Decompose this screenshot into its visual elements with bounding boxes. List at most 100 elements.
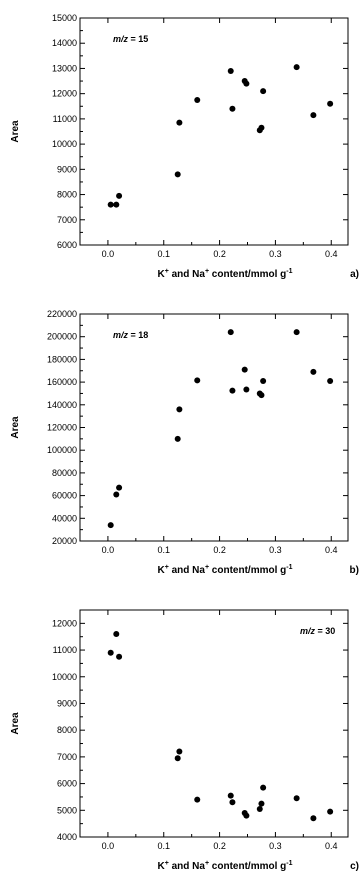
data-point-b (327, 377, 334, 384)
y-tick-label-b: 120000 (47, 423, 77, 433)
data-point-b (310, 368, 317, 375)
x-tick-label-c: 0.2 (213, 841, 226, 851)
y-tick-label-b: 60000 (52, 491, 77, 501)
data-point-b (107, 522, 114, 529)
x-tick-label-b: 0.0 (102, 545, 115, 555)
y-tick-label-a: 8000 (57, 190, 77, 200)
y-tick-label-b: 80000 (52, 468, 77, 478)
x-tick-label-c: 0.1 (157, 841, 170, 851)
data-point-b (174, 435, 181, 442)
data-point-c (176, 748, 183, 755)
panel-label-a: a) (350, 269, 359, 280)
x-tick-label-a: 0.1 (157, 249, 170, 259)
y-tick-label-b: 200000 (47, 332, 77, 342)
y-tick-label-a: 13000 (52, 63, 77, 73)
data-point-a (293, 64, 300, 71)
y-tick-label-b: 180000 (47, 354, 77, 364)
scatter-panel-c: 4000 5000 6000 7000 8000 9000 10000 11000 12000 0… (10, 609, 359, 872)
data-point-c (310, 815, 317, 822)
mz-annotation-c: m/z = 30 (300, 626, 335, 636)
y-tick-label-b: 140000 (47, 400, 77, 410)
y-tick-label-a: 7000 (57, 215, 77, 225)
panel-label-b: b) (350, 565, 359, 576)
data-point-a (229, 105, 236, 112)
y-tick-label-c: 5000 (57, 805, 77, 815)
data-point-b (116, 484, 123, 491)
y-tick-label-c: 10000 (52, 672, 77, 682)
plot-frame-c (79, 609, 349, 838)
y-tick-label-c: 8000 (57, 725, 77, 735)
y-tick-label-a: 9000 (57, 164, 77, 174)
data-point-a (310, 112, 317, 119)
data-point-a (243, 80, 250, 87)
y-tick-label-c: 9000 (57, 698, 77, 708)
data-point-b (241, 366, 248, 373)
y-tick-label-b: 100000 (47, 445, 77, 455)
plot-frame-a (79, 17, 349, 246)
data-point-c (293, 795, 300, 802)
plot-frame-b (79, 313, 349, 542)
data-point-b (229, 387, 236, 394)
y-tick-label-a: 11000 (53, 114, 77, 124)
data-point-b (258, 392, 265, 399)
data-point-a (327, 100, 334, 107)
x-tick-label-b: 0.2 (213, 545, 226, 555)
scatter-panel-b: 20000 40000 60000 80000 100000 120000 140000 16… (10, 309, 359, 576)
data-point-a (258, 124, 265, 131)
data-point-c (194, 796, 201, 803)
y-tick-label-b: 220000 (47, 309, 77, 319)
data-point-a (116, 192, 123, 199)
y-axis-label-c: Area (10, 712, 21, 735)
data-point-b (113, 491, 120, 498)
data-point-c (229, 799, 236, 806)
y-tick-label-a: 12000 (52, 89, 77, 99)
data-point-a (227, 67, 234, 74)
data-point-a (113, 201, 120, 208)
y-tick-label-c: 11000 (53, 645, 77, 655)
mz-annotation-a: m/z = 15 (113, 34, 148, 44)
data-point-b (227, 329, 234, 336)
data-point-a (194, 96, 201, 103)
y-tick-label-c: 7000 (57, 752, 77, 762)
y-tick-label-c: 4000 (57, 832, 77, 842)
mz-annotation-b: m/z = 18 (113, 330, 148, 340)
data-point-c (116, 653, 123, 660)
data-point-b (176, 406, 183, 413)
data-point-b (293, 329, 300, 336)
y-tick-label-b: 20000 (52, 536, 77, 546)
y-tick-label-b: 160000 (47, 377, 77, 387)
y-tick-label-a: 15000 (52, 13, 77, 23)
panel-label-c: c) (350, 861, 359, 872)
y-axis-label-a: Area (10, 120, 21, 143)
x-tick-label-a: 0.4 (325, 249, 338, 259)
data-point-a (176, 119, 183, 126)
y-tick-label-a: 10000 (52, 139, 77, 149)
data-point-a (260, 88, 267, 95)
data-point-c (243, 812, 250, 819)
data-point-c (227, 792, 234, 799)
data-point-c (327, 808, 334, 815)
data-point-a (107, 201, 114, 208)
x-tick-label-a: 0.3 (269, 249, 282, 259)
data-point-a (174, 171, 181, 178)
data-point-b (194, 377, 201, 384)
x-tick-label-c: 0.4 (325, 841, 338, 851)
data-point-b (260, 377, 267, 384)
x-tick-label-b: 0.3 (269, 545, 282, 555)
x-tick-label-c: 0.0 (102, 841, 115, 851)
data-point-c (107, 649, 114, 656)
y-tick-label-b: 40000 (52, 513, 77, 523)
data-point-c (174, 755, 181, 762)
x-tick-label-b: 0.4 (325, 545, 338, 555)
x-tick-label-c: 0.3 (269, 841, 282, 851)
scatter-panel-a: 6000 7000 8000 9000 10000 11000 12000 13000 1400… (10, 13, 359, 280)
y-tick-label-c: 6000 (57, 779, 77, 789)
data-point-c (113, 631, 120, 638)
y-tick-label-a: 14000 (52, 38, 77, 48)
x-tick-label-b: 0.1 (157, 545, 170, 555)
data-point-c (256, 805, 263, 812)
x-tick-label-a: 0.2 (213, 249, 226, 259)
y-tick-label-a: 6000 (57, 240, 77, 250)
data-point-c (258, 800, 265, 807)
y-axis-label-b: Area (10, 416, 21, 439)
